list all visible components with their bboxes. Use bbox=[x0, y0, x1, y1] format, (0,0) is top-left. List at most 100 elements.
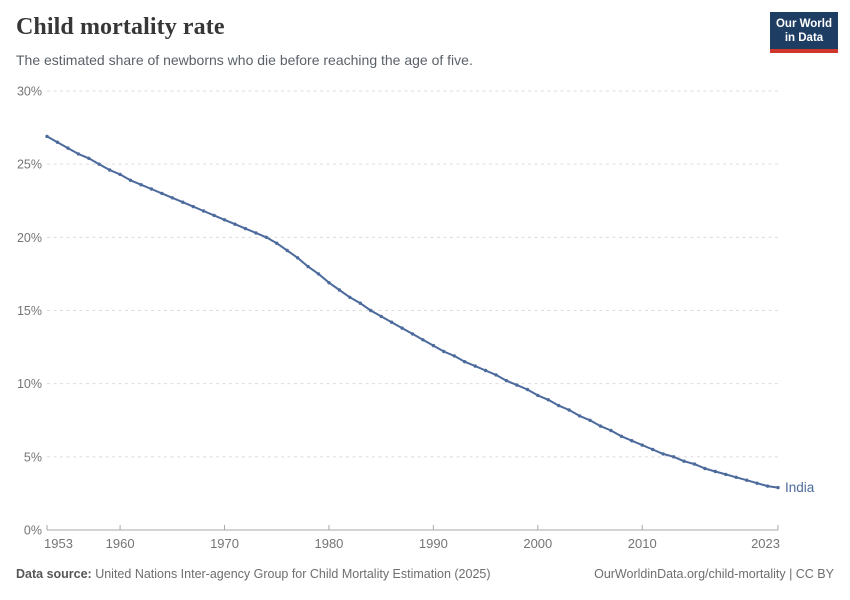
data-point bbox=[348, 295, 352, 299]
data-point bbox=[400, 326, 404, 330]
x-tick-label: 1980 bbox=[314, 536, 343, 551]
data-point bbox=[619, 434, 624, 438]
data-point bbox=[295, 256, 300, 260]
y-tick-label: 5% bbox=[24, 450, 42, 464]
data-point bbox=[682, 459, 686, 463]
data-point bbox=[327, 281, 331, 285]
data-point bbox=[118, 172, 122, 177]
y-tick-label: 15% bbox=[17, 304, 42, 318]
data-point bbox=[651, 447, 655, 452]
data-point bbox=[45, 134, 49, 139]
data-point bbox=[222, 218, 227, 222]
data-point bbox=[577, 414, 582, 418]
data-point bbox=[661, 452, 665, 456]
data-source-text: United Nations Inter-agency Group for Ch… bbox=[91, 567, 491, 581]
data-point bbox=[243, 226, 248, 231]
data-point bbox=[55, 140, 60, 144]
data-point bbox=[463, 360, 467, 364]
y-tick-label: 20% bbox=[17, 231, 42, 245]
data-source: Data source: United Nations Inter-agency… bbox=[16, 567, 491, 581]
data-point bbox=[452, 354, 456, 358]
data-point bbox=[128, 178, 133, 182]
data-point bbox=[275, 241, 279, 245]
data-point bbox=[149, 187, 154, 191]
x-tick-label: 1960 bbox=[106, 536, 135, 551]
data-source-label: Data source: bbox=[16, 567, 92, 581]
data-point bbox=[640, 443, 644, 447]
data-point bbox=[389, 320, 394, 324]
chart-subtitle: The estimated share of newborns who die … bbox=[16, 52, 473, 68]
x-tick-label: 1990 bbox=[419, 536, 448, 551]
data-point bbox=[567, 408, 571, 412]
y-tick-label: 10% bbox=[17, 377, 42, 391]
data-point bbox=[431, 343, 436, 348]
data-point bbox=[379, 314, 383, 319]
data-point bbox=[557, 403, 561, 408]
data-point bbox=[170, 196, 174, 200]
data-point bbox=[285, 248, 289, 253]
data-point bbox=[536, 393, 540, 398]
owid-logo-line1: Our World bbox=[775, 18, 832, 30]
data-point bbox=[316, 272, 321, 276]
owid-logo[interactable]: Our World in Data bbox=[770, 12, 838, 53]
data-point bbox=[212, 213, 216, 218]
data-point bbox=[765, 484, 770, 488]
data-point bbox=[776, 485, 780, 490]
data-point bbox=[421, 338, 425, 342]
data-point bbox=[588, 418, 592, 422]
data-point bbox=[494, 373, 498, 377]
data-point bbox=[525, 387, 530, 392]
data-point bbox=[515, 383, 519, 387]
data-point bbox=[306, 264, 310, 269]
y-tick-label: 30% bbox=[17, 85, 42, 99]
data-point bbox=[76, 152, 81, 156]
x-tick-label: 1953 bbox=[44, 536, 73, 551]
data-point bbox=[410, 332, 415, 336]
data-point bbox=[713, 469, 717, 474]
chart-footer: Data source: United Nations Inter-agency… bbox=[16, 567, 834, 581]
data-point bbox=[160, 191, 164, 196]
data-point bbox=[692, 462, 697, 466]
data-point bbox=[671, 455, 676, 459]
x-tick-label: 2010 bbox=[628, 536, 657, 551]
data-point bbox=[66, 146, 70, 150]
data-point bbox=[609, 428, 613, 433]
owid-url-license[interactable]: OurWorldinData.org/child-mortality | CC … bbox=[594, 567, 834, 581]
data-point bbox=[598, 424, 603, 428]
y-tick-label: 0% bbox=[24, 524, 42, 538]
series-label-india[interactable]: India bbox=[785, 480, 815, 495]
data-point bbox=[755, 481, 759, 485]
owid-logo-line2: in Data bbox=[784, 32, 824, 44]
data-point bbox=[630, 439, 634, 443]
data-point bbox=[191, 204, 195, 209]
data-point bbox=[724, 472, 728, 477]
data-point bbox=[473, 364, 477, 368]
data-point bbox=[442, 349, 446, 354]
page-title: Child mortality rate bbox=[16, 14, 225, 40]
data-point bbox=[108, 168, 112, 172]
data-point bbox=[483, 368, 488, 373]
data-point bbox=[97, 162, 101, 166]
data-point bbox=[201, 209, 206, 213]
data-point bbox=[369, 308, 373, 313]
data-point bbox=[358, 301, 362, 305]
data-point bbox=[546, 398, 550, 402]
data-line bbox=[46, 135, 779, 489]
data-point bbox=[139, 183, 143, 187]
data-point bbox=[337, 288, 342, 292]
data-point bbox=[181, 200, 185, 204]
x-tick-label: 1970 bbox=[210, 536, 239, 551]
data-point bbox=[87, 156, 91, 160]
data-point bbox=[734, 475, 738, 479]
data-point bbox=[703, 466, 707, 471]
x-tick-label: 2023 bbox=[751, 536, 780, 551]
data-point bbox=[264, 235, 268, 239]
data-point bbox=[745, 478, 749, 482]
data-point bbox=[233, 222, 237, 226]
y-tick-label: 25% bbox=[17, 158, 42, 172]
x-tick-label: 2000 bbox=[523, 536, 552, 551]
data-point bbox=[254, 231, 258, 235]
data-point bbox=[504, 379, 509, 383]
